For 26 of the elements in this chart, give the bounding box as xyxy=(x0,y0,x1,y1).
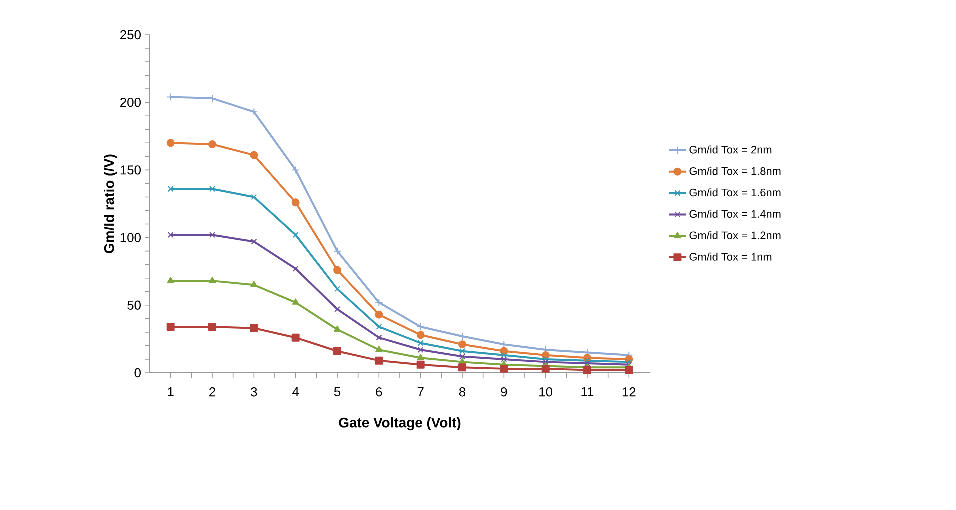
y-tick-label: 200 xyxy=(120,98,141,108)
y-tick-label: 250 xyxy=(120,30,141,40)
y-tick-label: 0 xyxy=(134,368,141,378)
y-tick-label: 50 xyxy=(128,300,141,310)
x-tick-label: 1 xyxy=(168,388,174,396)
legend-label: Gm/id Tox = 1nm xyxy=(690,252,772,261)
x-tick-label: 5 xyxy=(334,388,341,397)
x-tick-label: 8 xyxy=(459,388,466,397)
legend-label: Gm/id Tox = 2nm xyxy=(690,146,772,154)
legend-label: Gm/id Tox = 1.8nm xyxy=(690,167,781,176)
y-axis-title: Gm/Id ratio (/V) xyxy=(104,154,118,254)
legend-label: Gm/id Tox = 1.6nm xyxy=(690,188,781,197)
x-tick-label: 9 xyxy=(501,388,508,397)
x-tick-label: 6 xyxy=(376,388,382,397)
legend-label: Gm/id Tox = 1.2nm xyxy=(690,231,781,240)
x-tick-label: 10 xyxy=(540,388,553,397)
x-tick-label: 11 xyxy=(582,388,594,396)
x-tick-label: 7 xyxy=(418,388,424,396)
y-tick-label: 100 xyxy=(120,233,141,242)
x-tick-label: 4 xyxy=(292,388,300,396)
x-tick-label: 2 xyxy=(210,388,216,397)
x-tick-label: 12 xyxy=(622,388,636,397)
legend-label: Gm/id Tox = 1.4nm xyxy=(690,210,781,218)
x-tick-label: 3 xyxy=(251,388,258,397)
y-tick-label: 150 xyxy=(120,166,141,175)
x-axis-title: Gate Voltage (Volt) xyxy=(339,418,461,431)
